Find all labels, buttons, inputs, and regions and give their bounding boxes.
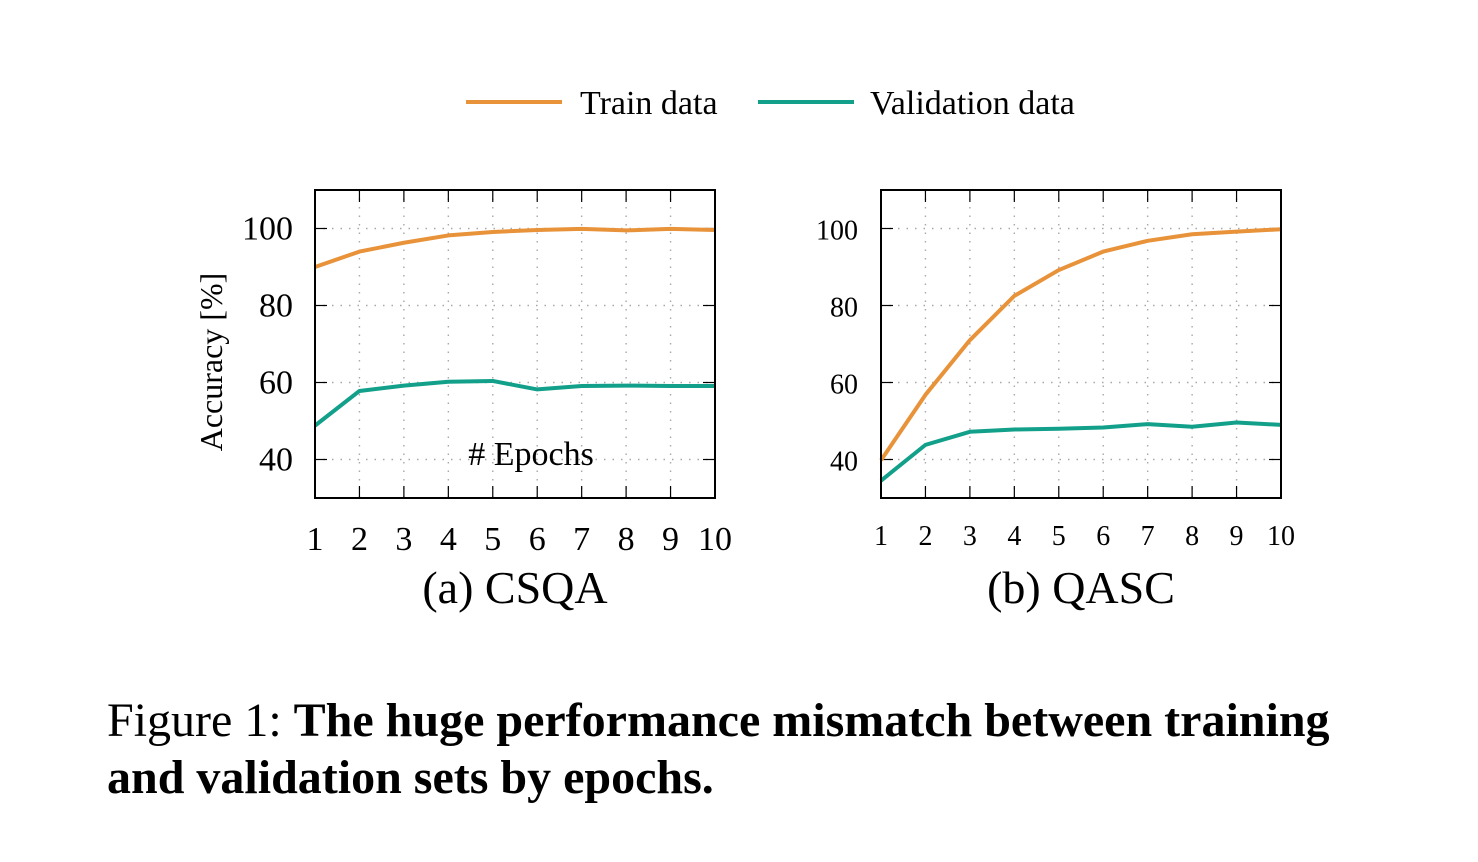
series-csqa xyxy=(313,226,716,428)
series-qasc xyxy=(879,227,1282,483)
caption-prefix: Figure 1: xyxy=(107,694,282,747)
y-tick-label: 40 xyxy=(830,447,858,478)
y-axis-label-csqa: Accuracy [%] xyxy=(193,273,229,452)
x-tick-label: 9 xyxy=(662,521,679,558)
chart-panel-qasc: 1 2 3 4 5 6 7 8 9 10 40 60 80 100 (b) QASC xyxy=(816,189,1295,613)
plot-frame-csqa xyxy=(314,189,716,499)
csqa-validation-line xyxy=(313,378,715,428)
x-tick-label: 10 xyxy=(698,521,732,558)
x-tick-label: 3 xyxy=(395,521,412,558)
x-tick-label: 4 xyxy=(1007,521,1021,552)
y-tick-label: 60 xyxy=(259,365,293,402)
panel-label-qasc: (b) QASC xyxy=(987,562,1175,613)
x-tick-label: 6 xyxy=(529,521,546,558)
x-tick-label: 6 xyxy=(1096,521,1110,552)
y-tick-label: 80 xyxy=(259,288,293,325)
x-tick-label: 2 xyxy=(351,521,368,558)
x-tick-label: 8 xyxy=(1185,521,1199,552)
ticks-qasc xyxy=(880,190,1282,498)
y-tick-label: 40 xyxy=(259,442,293,479)
y-tick-label: 100 xyxy=(242,211,293,248)
chart-panel-csqa: 1 2 3 4 5 6 7 8 9 10 40 60 80 100 Accuracy [%] # Epo… xyxy=(193,189,733,613)
x-tick-label: 5 xyxy=(484,521,501,558)
y-tick-label: 60 xyxy=(830,370,858,401)
x-tick-label: 7 xyxy=(573,521,590,558)
qasc-train-line xyxy=(879,227,1282,462)
figure-caption: Figure 1: The huge performance mismatch … xyxy=(107,692,1407,806)
x-tick-label: 5 xyxy=(1052,521,1066,552)
x-tick-label: 1 xyxy=(307,521,324,558)
x-tick-label: 10 xyxy=(1267,521,1295,552)
grid-qasc xyxy=(880,190,1282,498)
annotation-epochs: # Epochs xyxy=(468,436,594,473)
y-tick-labels-csqa: 40 60 80 100 xyxy=(242,211,293,479)
plot-frame-qasc xyxy=(880,189,1282,499)
x-tick-labels-qasc: 1 2 3 4 5 6 7 8 9 10 xyxy=(874,521,1295,552)
x-tick-label: 1 xyxy=(874,521,888,552)
x-tick-label: 3 xyxy=(963,521,977,552)
ticks-csqa xyxy=(314,190,716,498)
x-tick-labels-csqa: 1 2 3 4 5 6 7 8 9 10 xyxy=(307,521,733,558)
x-tick-label: 2 xyxy=(918,521,932,552)
y-tick-label: 80 xyxy=(830,293,858,324)
x-tick-label: 8 xyxy=(618,521,635,558)
x-tick-label: 7 xyxy=(1141,521,1155,552)
y-tick-labels-qasc: 40 60 80 100 xyxy=(816,216,858,478)
qasc-validation-line xyxy=(879,420,1282,483)
legend: Train data Validation data xyxy=(466,85,1075,122)
x-tick-label: 4 xyxy=(440,521,457,558)
panel-label-csqa: (a) CSQA xyxy=(422,562,607,613)
csqa-train-line xyxy=(314,226,716,269)
legend-validation-label: Validation data xyxy=(870,85,1075,122)
caption-text: The huge performance mismatch between tr… xyxy=(107,694,1330,804)
x-tick-label: 9 xyxy=(1230,521,1244,552)
legend-train-label: Train data xyxy=(580,85,718,122)
y-tick-label: 100 xyxy=(816,216,858,247)
